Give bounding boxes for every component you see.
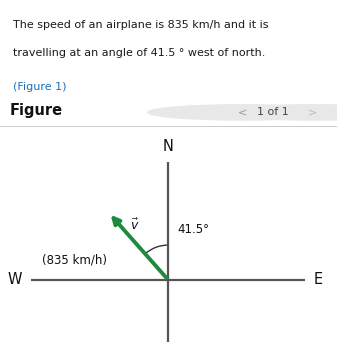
Circle shape bbox=[219, 105, 358, 120]
Text: E: E bbox=[314, 273, 323, 288]
Text: >: > bbox=[308, 107, 318, 117]
Text: 1 of 1: 1 of 1 bbox=[257, 107, 289, 117]
Text: Figure: Figure bbox=[10, 103, 63, 118]
Text: N: N bbox=[163, 139, 174, 154]
Text: travelling at an angle of 41.5 ° west of north.: travelling at an angle of 41.5 ° west of… bbox=[14, 48, 266, 58]
Text: 41.5°: 41.5° bbox=[177, 223, 209, 236]
Text: The speed of an airplane is 835 km/h and it is: The speed of an airplane is 835 km/h and… bbox=[14, 20, 269, 30]
Text: (Figure 1): (Figure 1) bbox=[14, 82, 67, 92]
Text: (835 km/h): (835 km/h) bbox=[42, 254, 107, 267]
Text: $\vec{v}$: $\vec{v}$ bbox=[130, 217, 139, 233]
Circle shape bbox=[148, 105, 337, 120]
Text: W: W bbox=[8, 273, 23, 288]
Text: <: < bbox=[238, 107, 247, 117]
